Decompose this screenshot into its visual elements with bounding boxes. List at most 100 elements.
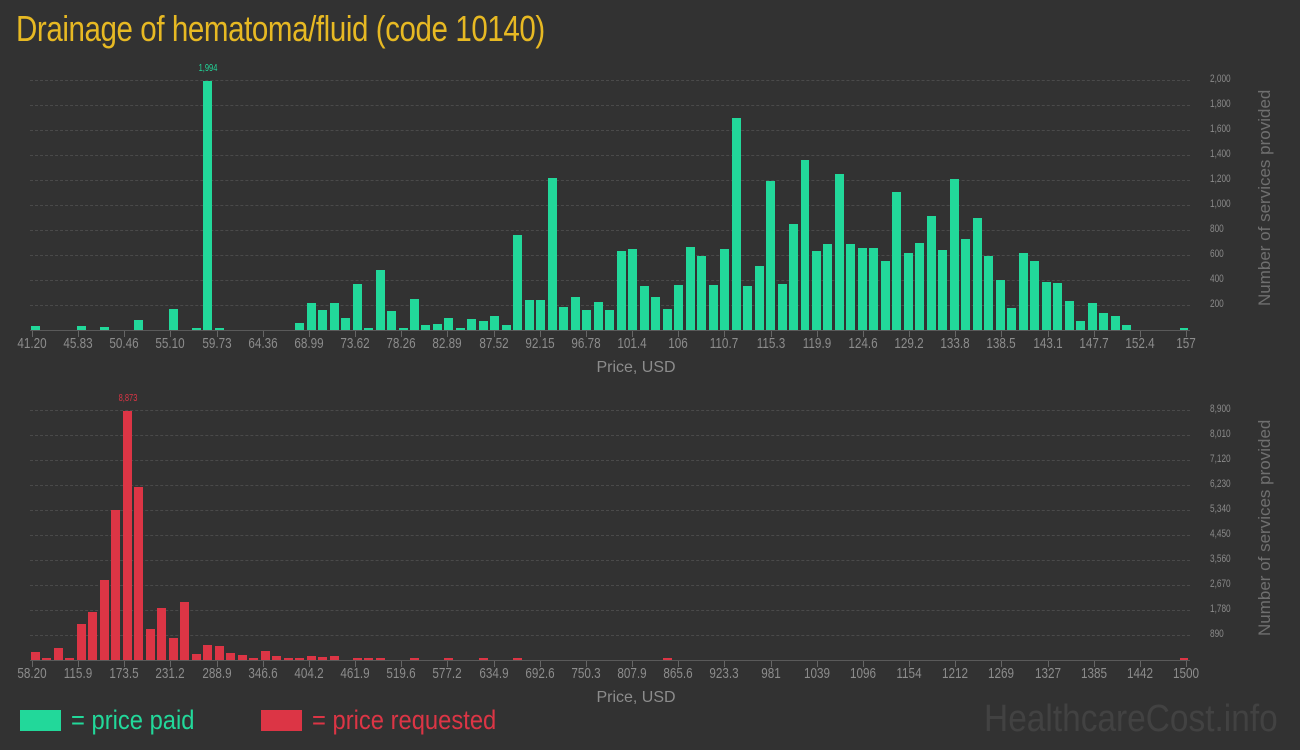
histogram-bar <box>203 80 213 330</box>
price-paid-chart: 200 400 600 800 1,000 1,200 1,400 1,600 1,800 2,0… <box>17 63 1274 376</box>
histogram-bar <box>984 255 994 330</box>
gridline <box>30 635 1190 636</box>
x-tick-label: 1039 <box>803 665 830 682</box>
x-tick-label: 231.2 <box>155 665 186 682</box>
x-tick-label: 50.46 <box>109 335 139 352</box>
x-tick-mark <box>32 331 33 337</box>
histogram-bar <box>410 658 419 660</box>
histogram-bar <box>892 191 902 330</box>
histogram-bar <box>501 325 511 330</box>
histogram-bar <box>869 248 879 330</box>
histogram-bar <box>800 160 810 330</box>
histogram-bar <box>1053 283 1063 330</box>
x-tick-mark <box>862 661 864 667</box>
x-tick-mark <box>216 331 218 337</box>
x-tick-mark <box>955 661 957 667</box>
histogram-bar <box>1110 315 1120 330</box>
legend: = price paid = price requested <box>20 705 572 736</box>
x-tick-label: 519.6 <box>386 665 416 682</box>
x-tick-label: 288.9 <box>201 665 232 682</box>
x-tick-label: 750.3 <box>571 665 601 682</box>
histogram-bar <box>1122 325 1132 330</box>
histogram-bar <box>42 658 52 660</box>
histogram-bar <box>513 658 523 660</box>
histogram-bar <box>65 658 75 660</box>
histogram-bar <box>685 246 695 330</box>
histogram-bar <box>1007 307 1017 330</box>
histogram-bar <box>99 579 109 660</box>
x-tick-mark <box>770 331 772 337</box>
histogram-bar <box>191 654 201 660</box>
gridline <box>30 610 1190 611</box>
x-tick-mark <box>632 331 634 337</box>
histogram-bar <box>31 326 40 330</box>
histogram-bar <box>352 658 362 660</box>
histogram-bar <box>99 326 109 330</box>
x-tick-mark <box>1047 661 1049 667</box>
histogram-bar <box>857 248 867 330</box>
histogram-bar <box>421 325 431 330</box>
histogram-bar <box>226 652 236 660</box>
histogram-bar <box>811 250 821 330</box>
y-tick-label: 5,340 <box>1210 503 1231 515</box>
gridline <box>30 230 1190 231</box>
x-tick-label: 133.8 <box>940 335 970 352</box>
histogram-bar <box>639 285 649 330</box>
histogram-bar <box>1099 313 1109 330</box>
histogram-bar <box>364 658 374 660</box>
histogram-bar <box>766 181 776 330</box>
histogram-bar <box>432 323 442 330</box>
histogram-bar <box>915 242 925 330</box>
legend-item-paid: = price paid <box>20 705 211 736</box>
x-tick-label: 1154 <box>896 665 922 682</box>
gridline <box>30 460 1190 461</box>
x-tick-label: 173.5 <box>109 665 139 682</box>
y-tick-label: 6,230 <box>1210 478 1231 490</box>
x-tick-mark <box>585 661 587 667</box>
x-tick-label: 64.36 <box>248 335 278 352</box>
x-tick-mark <box>447 331 449 337</box>
histogram-bar <box>53 648 63 660</box>
peak-value-label: 8,873 <box>118 392 137 404</box>
x-tick-mark <box>1001 661 1003 667</box>
x-tick-mark <box>632 661 634 667</box>
histogram-bar <box>318 310 328 330</box>
x-axis-label: Price, USD <box>596 689 676 706</box>
histogram-bar <box>1018 252 1028 330</box>
histogram-bar <box>582 310 592 330</box>
legend-label-paid: = price paid <box>71 705 195 735</box>
x-tick-label: 78.26 <box>386 335 416 352</box>
y-tick-label: 1,400 <box>1210 148 1231 160</box>
histogram-bar <box>823 244 833 330</box>
y-tick-label: 800 <box>1210 223 1224 235</box>
histogram-bar <box>1064 300 1074 330</box>
x-tick-label: 82.89 <box>432 335 463 352</box>
x-tick-label: 152.4 <box>1125 335 1155 352</box>
x-tick-mark <box>216 661 218 667</box>
histogram-bar <box>605 310 615 330</box>
x-tick-label: 404.2 <box>294 665 324 682</box>
x-tick-mark <box>262 661 264 667</box>
histogram-bar <box>214 645 224 660</box>
x-tick-label: 110.7 <box>710 335 739 352</box>
histogram-bar <box>593 301 603 330</box>
histogram-bar <box>455 328 465 330</box>
gridline <box>30 560 1190 561</box>
x-tick-mark <box>124 331 126 337</box>
x-tick-label: 1442 <box>1126 665 1153 682</box>
gridline <box>30 155 1190 156</box>
x-tick-mark <box>539 331 541 337</box>
x-tick-mark <box>124 661 126 667</box>
x-tick-mark <box>493 331 495 337</box>
y-tick-label: 2,670 <box>1210 578 1231 590</box>
histogram-bar <box>260 651 270 660</box>
histogram-bar <box>364 328 374 330</box>
histogram-bar <box>88 612 98 660</box>
x-tick-mark <box>355 331 357 337</box>
x-tick-label: 73.62 <box>340 335 370 352</box>
histogram-bar <box>674 285 684 330</box>
gridline <box>30 80 1190 81</box>
gridline <box>30 180 1190 181</box>
histogram-bar <box>616 251 626 330</box>
histogram-bar <box>949 178 959 330</box>
